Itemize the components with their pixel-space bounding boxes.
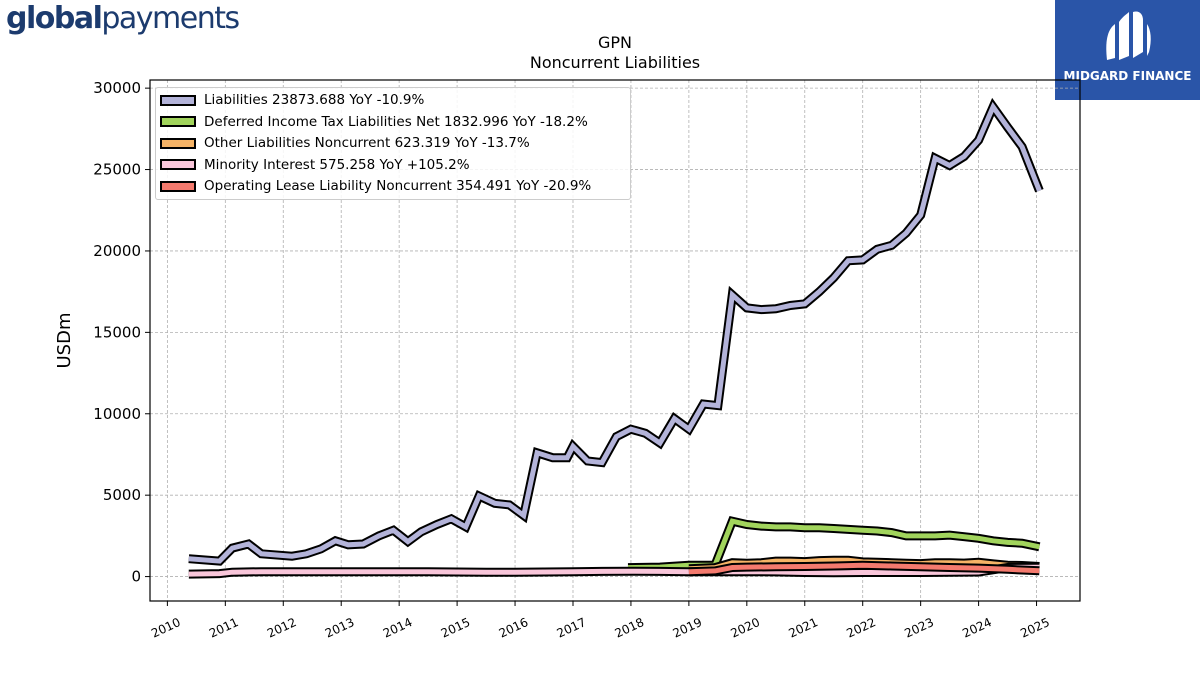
plot-frame [149,79,1081,602]
chart-title: GPN [597,33,632,52]
y-tick-label: 20000 [93,242,141,260]
midgard-emblem-icon [1106,11,1151,60]
legend-item: Minority Interest 575.258 YoY +105.2% [160,155,470,175]
chart-legend: Liabilities 23873.688 YoY -10.9% Deferred… [155,87,631,200]
y-tick-label: 25000 [93,161,141,179]
legend-label: Other Liabilities Noncurrent 623.319 YoY… [204,135,530,151]
legend-label: Deferred Income Tax Liabilities Net 1832… [204,113,588,130]
x-tick-label: 2017 [555,615,589,641]
x-tick-label: 2016 [497,615,531,641]
legend-item: Operating Lease Liability Noncurrent 354… [160,176,591,196]
midgard-finance-logo: MIDGARD FINANCE [1055,0,1200,100]
logo-global: global [6,1,103,36]
series-line-1 [627,518,1040,571]
legend-swatch [160,137,196,149]
logo-payments: payments [101,1,240,36]
global-payments-logo: globalpayments [6,0,240,38]
x-tick-label: 2023 [902,615,936,641]
legend-label: Liabilities 23873.688 YoY -10.9% [204,92,425,108]
series-line-3 [188,564,1040,577]
legend-swatch [160,94,196,106]
legend-item: Deferred Income Tax Liabilities Net 1832… [160,112,588,132]
x-tick-label: 2019 [671,615,705,641]
legend-swatch [160,116,196,127]
x-tick-label: 2012 [265,615,299,641]
legend-label: Operating Lease Liability Noncurrent 354… [204,178,592,194]
x-tick-label: 2011 [207,615,241,641]
y-tick-label: 5000 [103,486,141,504]
legend-swatch [160,180,196,192]
y-tick-label: 0 [131,568,141,586]
x-tick-label: 2014 [381,615,415,641]
y-tick-label: 30000 [93,79,141,97]
x-tick-label: 2025 [1018,615,1052,641]
x-tick-label: 2020 [728,615,762,641]
series-line-0 [188,101,1042,564]
midgard-finance-text: MIDGARD FINANCE [1063,69,1192,83]
legend-swatch [160,159,196,170]
x-tick-label: 2024 [960,615,994,641]
chart-subtitle: Noncurrent Liabilities [529,53,701,72]
y-tick-label: 10000 [93,405,141,423]
legend-item: Other Liabilities Noncurrent 623.319 YoY… [160,133,530,153]
x-tick-label: 2013 [323,615,357,641]
x-tick-label: 2018 [613,615,647,641]
legend-item: Liabilities 23873.688 YoY -10.9% [160,90,424,110]
x-tick-label: 2022 [844,615,878,641]
x-tick-label: 2015 [439,615,473,641]
x-tick-label: 2021 [786,615,820,641]
y-axis-label: USDm [54,313,75,369]
series-line-4 [688,562,1040,575]
legend-label: Minority Interest 575.258 YoY +105.2% [204,156,470,173]
x-tick-label: 2010 [149,615,183,641]
y-tick-label: 15000 [93,323,141,341]
